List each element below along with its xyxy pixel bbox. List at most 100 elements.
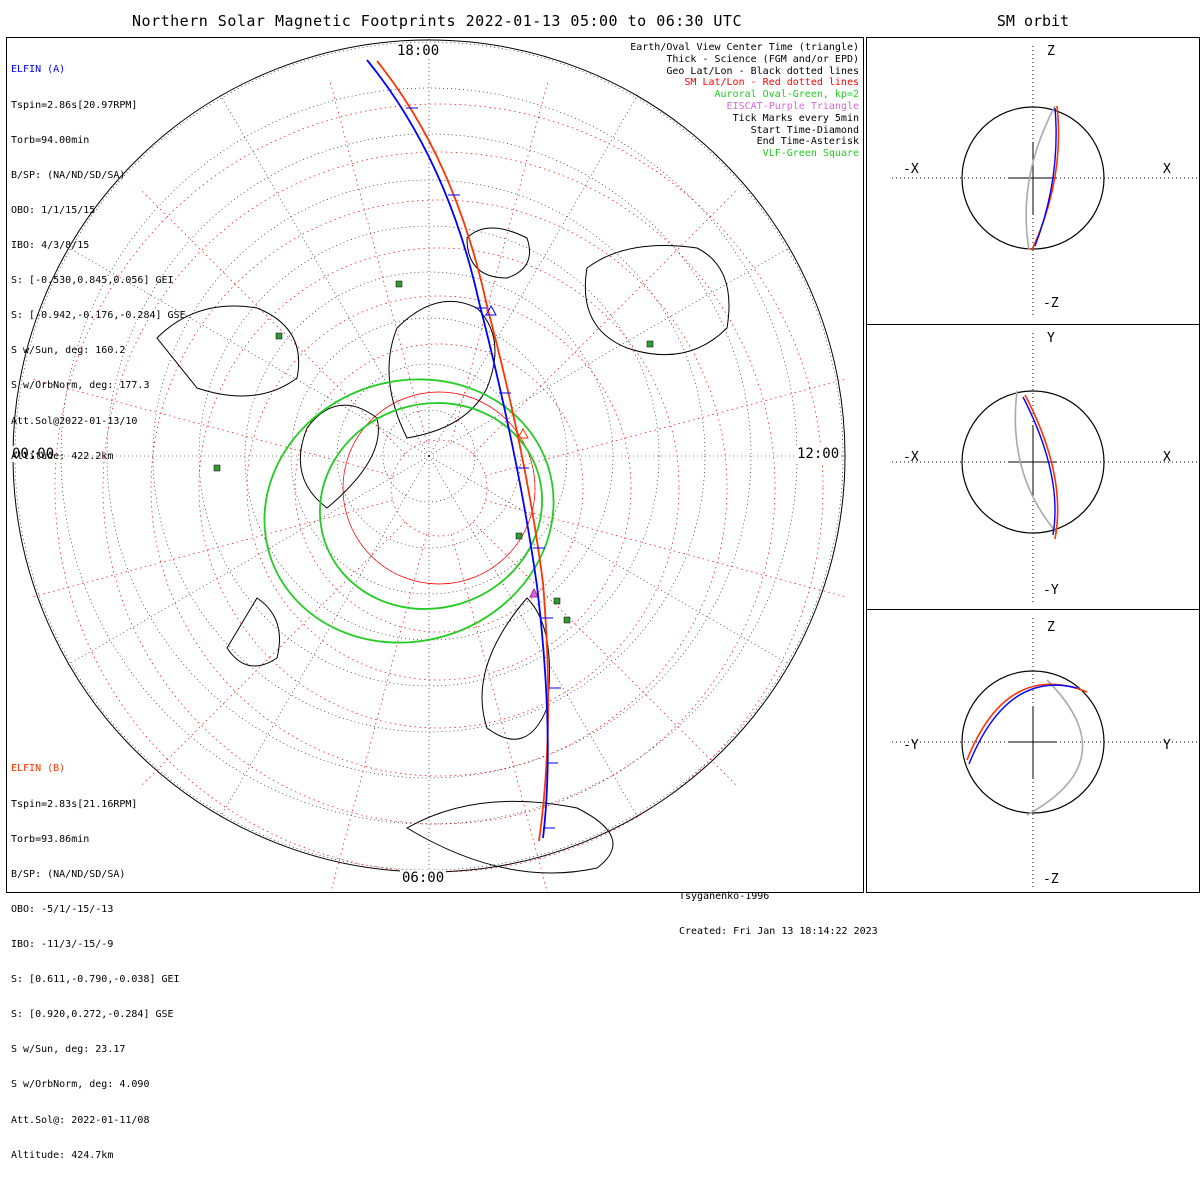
sm-longitude-line <box>329 82 427 442</box>
legend-entry: Start Time-Diamond <box>750 124 859 136</box>
legend-entry: Tick Marks every 5min <box>732 112 859 124</box>
geo-latitude-circle <box>198 225 660 687</box>
sm-latitude-circle <box>102 151 776 825</box>
axis-label-top: Z <box>1047 44 1055 59</box>
sm-latitude-circle <box>150 199 728 777</box>
elfin-b-line: S w/OrbNorm, deg: 4.090 <box>11 1079 150 1091</box>
orbit-trace-grey <box>1014 390 1058 534</box>
earth-circle <box>961 390 1105 534</box>
orbit-plot-yz <box>892 618 1197 888</box>
elfin-a-orbit <box>968 684 1078 765</box>
sm-longitude-line <box>451 82 549 442</box>
elfin-a-orbit <box>1034 107 1057 247</box>
elfin-b-line: S: [0.611,-0.790,-0.038] GEI <box>11 974 180 986</box>
polar-map-panel: 18:00 00:00 12:00 06:00 ELFIN (A) Tspin=… <box>6 37 878 1161</box>
axis-label-top: Z <box>1047 620 1055 635</box>
orbit-panel-title: SM orbit <box>996 12 1070 30</box>
elfin-a-track <box>366 59 549 839</box>
geo-longitude-line <box>218 455 430 820</box>
sm-longitude-line <box>330 534 427 892</box>
plot-title: Northern Solar Magnetic Footprints 2022-… <box>132 12 742 30</box>
elfin-b-line: S: [0.920,0.272,-0.284] GSE <box>11 1009 174 1021</box>
elfin-a-info: ELFIN (A) Tspin=2.86s[20.97RPM] Torb=94.… <box>11 41 186 486</box>
vlf-station-marker <box>395 280 403 288</box>
orbit-trace-grey <box>1025 105 1056 251</box>
legend-entry: End Time-Asterisk <box>756 136 859 148</box>
coastline <box>156 305 300 397</box>
elfin-a-line: IBO: 4/3/8/15 <box>11 239 90 251</box>
sm-longitude-line <box>472 521 737 786</box>
elfin-b-name: ELFIN (B) <box>11 763 66 775</box>
auroral-oval-inner <box>319 402 543 610</box>
axis-label-bottom: -Y <box>1043 583 1059 598</box>
geo-longitude-line <box>428 455 640 820</box>
coastline <box>406 800 614 874</box>
legend-entry: EISCAT-Purple Triangle <box>726 100 859 112</box>
elfin-b-line: OBO: -5/1/-15/-13 <box>11 903 114 915</box>
elfin-a-line: S: [-0.942,-0.176,-0.284] GSE <box>11 310 186 322</box>
elfin-a-line: S w/OrbNorm, deg: 177.3 <box>11 380 150 392</box>
legend-entry: VLF-Green Square <box>762 148 859 160</box>
coastline <box>299 404 379 509</box>
elfin-b-orbit <box>966 683 1088 761</box>
sm-longitude-line <box>141 521 406 786</box>
geo-latitude-circle <box>106 133 752 779</box>
coastline <box>388 300 496 439</box>
axis-label-top: Y <box>1047 331 1055 346</box>
axis-label-bottom: -Z <box>1043 872 1059 887</box>
orbit-panel-xy: Y -Y -X X <box>866 324 1200 610</box>
vlf-station-marker <box>275 332 283 340</box>
geo-longitude-line <box>428 92 640 457</box>
elfin-a-line: S: [-0.530,0.845,0.056] GEI <box>11 275 174 287</box>
vlf-station-marker <box>553 597 561 605</box>
vlf-station-marker <box>515 532 523 540</box>
elfin-a-line: Tspin=2.86s[20.97RPM] <box>11 99 138 111</box>
sm-latitude-circle <box>342 391 536 585</box>
sm-longitude-line <box>33 378 393 476</box>
elfin-a-line: Torb=94.00min <box>11 134 90 146</box>
axis-label-left: -Y <box>903 738 919 753</box>
auroral-oval-outer <box>263 378 555 644</box>
elfin-b-line: IBO: -11/3/-15/-9 <box>11 938 114 950</box>
axis-label-bottom: -Z <box>1043 296 1059 311</box>
elfin-a-line: B/SP: (NA/ND/SD/SA) <box>11 169 126 181</box>
elfin-a-line: Altitude: 422.2km <box>11 450 114 462</box>
geo-latitude-circle <box>290 317 568 595</box>
geo-longitude-line <box>428 455 793 667</box>
created-label: Created: Fri Jan 13 18:14:22 2023 <box>679 925 878 937</box>
coastlines <box>156 227 730 874</box>
orbit-plot-xy <box>892 333 1197 603</box>
vlf-station-marker <box>563 616 571 624</box>
elfin-b-view-center-triangle <box>517 427 529 439</box>
legend: Earth/Oval View Center Time (triangle) Th… <box>630 42 859 160</box>
sm-grid <box>33 82 845 892</box>
orbit-trace-grey <box>1026 679 1084 816</box>
sm-longitude-line <box>33 500 393 598</box>
axis-label-left: -X <box>903 450 919 465</box>
vlf-stations <box>213 280 654 624</box>
orbit-plot-xz <box>892 46 1197 316</box>
vlf-station-marker <box>213 464 221 472</box>
elfin-b-line: Altitude: 424.7km <box>11 1149 114 1161</box>
legend-entry: Auroral Oval-Green, kp=2 <box>714 89 860 101</box>
coastline <box>584 245 730 356</box>
elfin-a-name: ELFIN (A) <box>11 64 66 76</box>
axis-label-right: Y <box>1163 738 1171 753</box>
sm-longitude-line <box>485 378 845 476</box>
elfin-a-line: OBO: 1/1/15/15 <box>11 204 96 216</box>
sm-latitude-circle <box>198 247 680 729</box>
earth-circle <box>961 670 1105 814</box>
sm-longitude-line <box>141 190 406 455</box>
elfin-b-line: Att.Sol@: 2022-01-11/08 <box>11 1114 150 1126</box>
coastline <box>481 597 550 740</box>
orbit-panel-xz: Z -Z -X X <box>866 37 1200 325</box>
elfin-b-line: Tspin=2.83s[21.16RPM] <box>11 798 138 810</box>
elfin-b-line: Torb=93.86min <box>11 833 90 845</box>
axis-label-right: X <box>1163 450 1171 465</box>
axis-label-left: -X <box>903 162 919 177</box>
sm-latitude-circle <box>54 103 824 873</box>
sm-latitude-circle <box>390 439 488 537</box>
legend-entry: Earth/Oval View Center Time (triangle) <box>630 42 859 53</box>
elfin-b-line: B/SP: (NA/ND/SD/SA) <box>11 868 126 880</box>
eiscat-marker <box>529 587 539 598</box>
